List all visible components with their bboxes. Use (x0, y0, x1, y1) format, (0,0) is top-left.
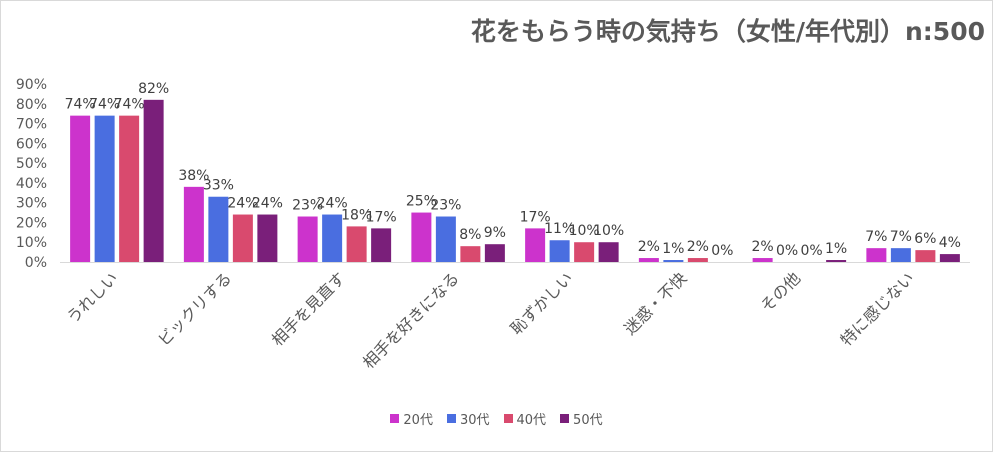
bar (297, 216, 318, 262)
bar (94, 115, 115, 263)
bar (826, 260, 847, 262)
chart-legend: 20代 30代 40代 50代 (0, 409, 993, 428)
y-tick-label: 0% (25, 255, 47, 271)
data-label: 17% (520, 209, 551, 225)
x-tick-label: うれしい (63, 268, 122, 327)
data-label: 17% (366, 209, 397, 225)
data-label: 1% (825, 241, 847, 257)
legend-swatch (390, 414, 400, 423)
bar (574, 242, 595, 262)
bar (70, 115, 91, 263)
legend-item: 40代 (503, 409, 547, 428)
data-label: 0% (801, 243, 823, 259)
bar (322, 214, 343, 262)
y-tick-label: 80% (16, 97, 47, 113)
x-tick-label: 相手を好きになる (359, 268, 463, 372)
x-tick-label: ビックリする (154, 268, 235, 349)
x-tick-label: 迷惑・不快 (620, 268, 690, 338)
legend-label: 30代 (459, 413, 490, 428)
x-tick-label: 特に感じない (837, 268, 918, 349)
x-tick-label: 恥ずかしい (507, 268, 577, 338)
data-label: 24% (252, 196, 283, 212)
bar (525, 228, 546, 262)
data-label: 2% (687, 239, 709, 255)
bar (663, 260, 684, 262)
data-label: 38% (178, 168, 209, 184)
y-tick-label: 40% (16, 176, 47, 192)
bar (939, 254, 960, 262)
data-label: 10% (569, 223, 600, 239)
data-label: 0% (711, 243, 733, 259)
bar (232, 214, 253, 262)
bar (638, 258, 659, 262)
bar (183, 186, 204, 262)
legend-swatch (560, 414, 570, 423)
data-label: 74% (65, 97, 96, 113)
legend-label: 40代 (516, 413, 547, 428)
data-label: 2% (752, 239, 774, 255)
bar (549, 240, 570, 262)
data-label: 8% (459, 227, 481, 243)
data-label: 25% (406, 194, 437, 210)
data-label: 82% (138, 81, 169, 97)
bar (752, 258, 773, 262)
data-label: 74% (114, 97, 145, 113)
bar (208, 196, 229, 262)
bar (915, 250, 936, 262)
data-label: 74% (89, 97, 120, 113)
bar (484, 244, 505, 262)
y-tick-label: 30% (16, 196, 47, 212)
bar (119, 115, 140, 263)
bar (460, 246, 481, 262)
bar (866, 248, 887, 262)
y-tick-label: 50% (16, 156, 47, 172)
legend-swatch (446, 414, 456, 423)
bar (257, 214, 278, 262)
data-label: 23% (292, 198, 323, 214)
data-label: 24% (227, 196, 258, 212)
data-label: 0% (776, 243, 798, 259)
data-label: 7% (890, 229, 912, 245)
y-tick-label: 20% (16, 215, 47, 231)
y-tick-label: 10% (16, 235, 47, 251)
legend-item: 20代 (390, 409, 433, 428)
chart-title: 花をもらう時の気持ち（女性/年代別）n:500 (470, 17, 985, 46)
y-tick-label: 60% (16, 136, 47, 152)
data-label: 1% (662, 241, 684, 257)
data-label: 23% (430, 198, 461, 214)
legend-item: 30代 (446, 409, 490, 428)
legend-swatch (503, 414, 513, 423)
legend-label: 20代 (403, 413, 433, 428)
bar (598, 242, 619, 262)
bar (687, 258, 708, 262)
y-tick-label: 90% (16, 77, 47, 93)
bar (435, 216, 456, 262)
data-label: 33% (203, 178, 234, 194)
bar (411, 212, 432, 262)
bar (346, 226, 367, 262)
data-label: 7% (865, 229, 887, 245)
data-label: 2% (638, 239, 660, 255)
y-tick-label: 70% (16, 117, 47, 133)
data-label: 18% (341, 207, 372, 223)
data-label: 10% (593, 223, 624, 239)
data-label: 6% (914, 231, 936, 247)
data-label: 9% (484, 225, 506, 241)
bar (143, 99, 164, 262)
legend-label: 50代 (573, 413, 603, 428)
data-label: 4% (939, 235, 961, 251)
x-tick-label: 相手を見直す (268, 268, 349, 349)
bar (371, 228, 392, 262)
legend-item: 50代 (560, 409, 603, 428)
x-tick-label: その他 (757, 268, 804, 315)
bar (890, 248, 911, 262)
data-label: 24% (317, 196, 348, 212)
data-label: 11% (544, 221, 575, 237)
